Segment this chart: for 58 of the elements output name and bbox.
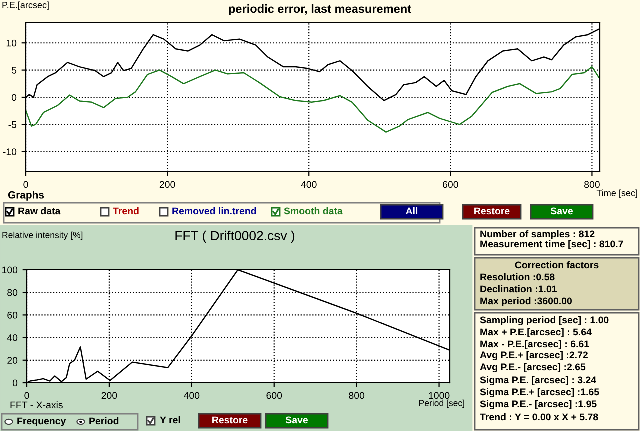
- x-tick-label: 600: [266, 392, 282, 400]
- text: Restore: [474, 208, 510, 215]
- text: Save: [286, 416, 308, 424]
- text: Sampling period [sec] : 1.00: [480, 316, 609, 326]
- text: Avg P.E.- [arcsec] :2.65: [480, 363, 586, 373]
- legend-label: Raw data: [18, 207, 61, 215]
- text: Max - P.E.[arcsec] : 6.61: [480, 340, 590, 350]
- chart-title: FFT ( Drift0002.csv ): [176, 230, 295, 244]
- chart-title: periodic error, last measurement: [229, 4, 412, 16]
- text: Number of samples : 812: [480, 230, 595, 240]
- text: Measurement time [sec] : 810.7: [480, 240, 624, 250]
- text: FFT - X-axis: [10, 401, 63, 409]
- text: Avg P.E.+ [arcsec] :2.72: [480, 351, 588, 361]
- text: Declination :1.01: [480, 285, 557, 293]
- y-tick-label: 0: [12, 94, 17, 102]
- x-tick-label: 400: [184, 392, 200, 400]
- x-tick-label: 1000: [429, 392, 450, 400]
- text: Sigma P.E.+ [arcsec] :1.65: [480, 388, 600, 398]
- y-axis-title: P.E.[arcsec]: [2, 2, 49, 10]
- text: Y rel: [160, 416, 180, 424]
- text: Max + P.E.[arcsec] : 5.64: [480, 328, 592, 338]
- y-tick-label: -5: [8, 122, 17, 128]
- x-tick-label: 400: [301, 181, 317, 188]
- y-tick-label: 100: [2, 266, 18, 274]
- y-tick-label: 20: [8, 357, 18, 364]
- text: Graphs: [8, 191, 44, 201]
- text: Resolution :0.58: [480, 273, 555, 281]
- x-tick-label: 200: [102, 392, 118, 400]
- text: Trend: [113, 207, 139, 215]
- text: Save: [550, 208, 574, 215]
- text: Removed lin.trend: [172, 207, 256, 215]
- text: Period: [90, 417, 119, 425]
- y-tick-label: 80: [8, 289, 18, 296]
- text: Frequency: [18, 418, 66, 427]
- x-axis-title: Time [sec]: [596, 190, 638, 198]
- x-tick-label: 800: [584, 181, 600, 188]
- y-tick-label: 10: [6, 40, 17, 47]
- x-tick-label: 0: [24, 392, 30, 400]
- x-tick-label: 600: [443, 181, 458, 188]
- x-tick-label: 200: [160, 181, 176, 188]
- y-tick-label: 0: [12, 380, 18, 387]
- text: All: [406, 207, 418, 215]
- y-tick-label: -10: [3, 148, 17, 156]
- y-tick-label: 60: [8, 312, 18, 319]
- text: Restore: [212, 416, 248, 424]
- text: Correction factors: [515, 261, 599, 269]
- x-axis-title: Period [sec]: [420, 400, 464, 408]
- y-axis-title: Relative intensity [%]: [2, 232, 83, 240]
- legend-label: Smooth data: [284, 207, 343, 215]
- line-series: [26, 66, 600, 133]
- text: Trend : Y = 0.00 x X + 5.78: [480, 413, 598, 421]
- y-tick-label: 5: [12, 67, 17, 74]
- y-tick-label: 40: [7, 334, 18, 342]
- text: Sigma P.E. [arcsec] : 3.24: [480, 376, 596, 386]
- text: Max period :3600.00: [480, 297, 572, 307]
- text: Sigma P.E.- [arcsec] :1.95: [480, 400, 597, 410]
- x-tick-label: 800: [349, 392, 365, 400]
- x-tick-label: 0: [24, 181, 28, 188]
